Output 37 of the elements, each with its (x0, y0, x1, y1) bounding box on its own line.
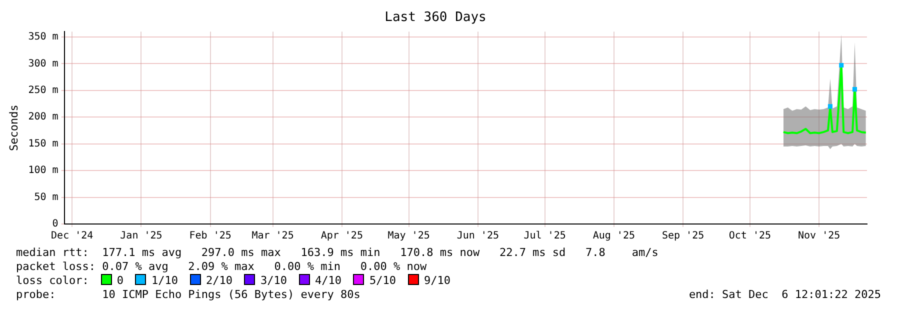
text: loss color: (16, 274, 89, 287)
y-tick-label: 50 m (34, 192, 58, 203)
x-tick-label: Jun '25 (456, 230, 499, 242)
x-tick-label: Sep '25 (662, 230, 704, 242)
text: packet loss: 0.07 % avg 2.09 % max 0.00 % min 0.00 % now (16, 260, 427, 273)
chart-title: Last 360 Days (384, 10, 486, 26)
legend-label: 5/10 (369, 274, 396, 287)
point (852, 87, 858, 92)
y-tick-label: 100 m (28, 165, 58, 176)
x-tick-label: Feb '25 (189, 230, 232, 242)
y-tick-label: 200 m (28, 112, 58, 123)
legend-label: 0 (116, 274, 124, 287)
x-tick-label: Jul '25 (524, 230, 566, 242)
x-tick-label: Dec '24 (51, 230, 94, 242)
legend-label: 1/10 (151, 274, 178, 287)
text: median rtt: 177.1 ms avg 297.0 ms max 163.9 ms min 170.8 ms now 22.7 ms sd 7.8 am/s (16, 246, 658, 259)
point (828, 104, 832, 109)
text: probe: 10 ICMP Echo Pings (56 Bytes) every 80s (16, 288, 360, 301)
legend-label: 2/10 (206, 274, 232, 287)
x-tick-label: Oct '25 (728, 230, 772, 242)
x-tick-label: May '25 (388, 230, 430, 242)
x-tick-label: Apr '25 (320, 230, 363, 242)
point (839, 63, 844, 68)
legend-label: 4/10 (314, 274, 342, 287)
x-tick-label: Nov '25 (798, 230, 840, 242)
y-tick-label: 150 m (28, 138, 58, 150)
y-axis-title: Seconds (7, 104, 20, 151)
y-tick-label: 0 (52, 218, 58, 230)
legend-label: 3/10 (260, 274, 287, 287)
text: end: Sat Dec 6 12:01:22 2025 (688, 288, 881, 301)
x-tick-label: Jan '25 (120, 230, 162, 242)
y-tick-label: 250 m (28, 84, 58, 96)
legend-label: 9/10 (424, 274, 450, 287)
x-tick-label: Aug '25 (592, 230, 636, 242)
x-tick-label: Mar '25 (252, 230, 294, 242)
y-tick-label: 350 m (28, 32, 58, 43)
y-tick-label: 300 m (28, 58, 58, 70)
